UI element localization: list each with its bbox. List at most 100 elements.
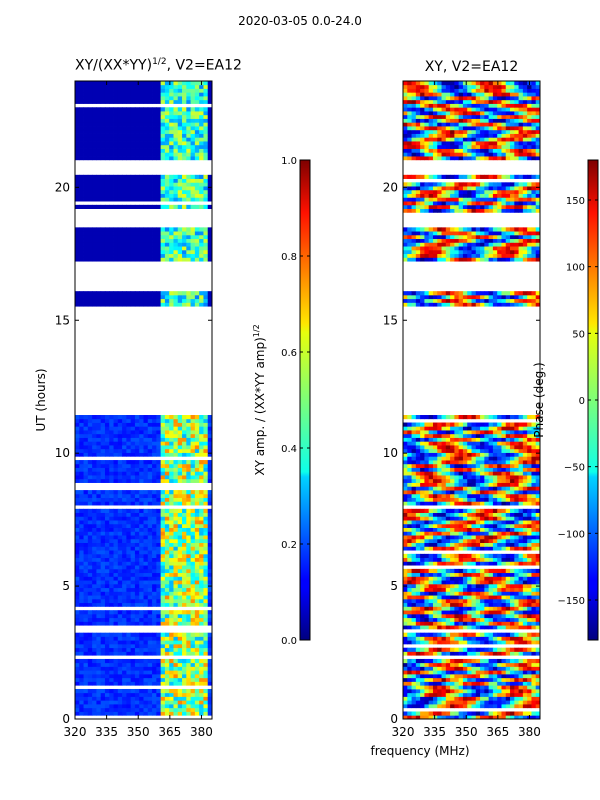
amp-cell bbox=[177, 298, 183, 303]
amp-cell bbox=[87, 126, 93, 131]
phase-cell bbox=[437, 711, 442, 716]
amp-cell bbox=[207, 129, 212, 134]
amp-cell bbox=[83, 490, 89, 495]
phase-cell bbox=[458, 692, 464, 697]
amp-cell bbox=[87, 204, 93, 209]
amp-cell bbox=[96, 493, 102, 498]
amp-cell bbox=[182, 613, 187, 619]
phase-cell bbox=[531, 576, 537, 581]
amp-cell bbox=[109, 610, 114, 615]
phase-cell bbox=[428, 662, 434, 667]
amp-cell bbox=[79, 111, 84, 116]
amp-cell bbox=[122, 302, 127, 307]
amp-cell bbox=[160, 673, 166, 679]
phase-cell bbox=[480, 688, 485, 694]
phase-cell bbox=[492, 595, 498, 600]
phase-cell bbox=[475, 610, 481, 615]
amp-cell bbox=[109, 475, 114, 480]
amp-cell bbox=[130, 677, 136, 682]
amp-cell bbox=[186, 658, 191, 664]
amp-cell bbox=[182, 433, 187, 438]
amp-cell bbox=[152, 565, 157, 570]
amp-cell bbox=[104, 448, 110, 453]
amp-cell bbox=[160, 88, 166, 93]
phase-cell bbox=[471, 572, 477, 577]
amp-cell bbox=[79, 430, 84, 435]
amp-cell bbox=[173, 640, 179, 645]
amp-cell bbox=[164, 673, 170, 679]
amp-cell bbox=[96, 595, 102, 600]
amp-cell bbox=[164, 508, 170, 513]
phase-cell bbox=[505, 670, 511, 675]
amp-cell bbox=[186, 186, 191, 191]
amp-cell bbox=[126, 703, 132, 709]
amp-cell bbox=[164, 189, 170, 194]
phase-cell bbox=[522, 613, 528, 619]
phase-cell bbox=[510, 685, 515, 690]
amp-cell bbox=[164, 647, 170, 652]
amp-cell bbox=[130, 523, 136, 528]
phase-cell bbox=[488, 692, 494, 697]
phase-cell bbox=[467, 538, 472, 544]
amp-cell bbox=[156, 471, 162, 476]
amp-cell bbox=[169, 688, 174, 694]
amp-cell bbox=[92, 531, 97, 536]
amp-cell bbox=[126, 302, 132, 307]
amp-cell bbox=[160, 193, 166, 198]
phase-cell bbox=[480, 621, 485, 626]
amp-cell bbox=[117, 640, 123, 645]
amp-cell bbox=[122, 174, 127, 179]
amp-cell bbox=[199, 92, 204, 97]
amp-cell bbox=[147, 253, 153, 258]
phase-cell bbox=[411, 681, 417, 686]
phase-cell bbox=[505, 662, 511, 667]
amp-cell bbox=[156, 636, 162, 641]
amp-cell bbox=[182, 291, 187, 296]
amp-cell bbox=[147, 129, 153, 134]
amp-cell bbox=[87, 426, 93, 431]
amp-cell bbox=[147, 294, 153, 300]
amp-cell bbox=[164, 238, 170, 243]
amp-cell bbox=[182, 651, 187, 656]
amp-cell bbox=[139, 463, 144, 468]
amp-cell bbox=[122, 538, 127, 544]
amp-cell bbox=[147, 613, 153, 619]
amp-cell bbox=[186, 580, 191, 585]
amp-cell bbox=[147, 501, 153, 506]
amp-cell bbox=[117, 107, 123, 112]
phase-cell bbox=[411, 647, 417, 652]
amp-cell bbox=[122, 602, 127, 607]
amp-cell bbox=[190, 96, 196, 101]
phase-cell bbox=[475, 662, 481, 667]
amp-cell bbox=[109, 302, 114, 307]
amp-cell bbox=[190, 512, 196, 517]
amp-cell bbox=[190, 298, 196, 303]
phase-cell bbox=[415, 700, 421, 705]
amp-cell bbox=[169, 557, 174, 562]
amp-cell bbox=[190, 122, 196, 127]
phase-cell bbox=[505, 640, 511, 645]
amp-cell bbox=[83, 133, 89, 138]
phase-cell bbox=[488, 568, 494, 574]
phase-cell bbox=[403, 595, 408, 600]
amp-cell bbox=[87, 186, 93, 191]
amp-cell bbox=[109, 546, 114, 551]
phase-cell bbox=[407, 538, 412, 544]
amp-cell bbox=[79, 508, 84, 513]
phase-cell bbox=[501, 658, 507, 664]
amp-cell bbox=[126, 591, 132, 596]
amp-cell bbox=[173, 475, 179, 480]
amp-cell bbox=[203, 107, 209, 112]
phase-cell bbox=[480, 700, 485, 705]
amp-cell bbox=[134, 565, 140, 570]
amp-cell bbox=[130, 96, 136, 101]
amp-cell bbox=[203, 249, 209, 255]
phase-cell bbox=[437, 703, 442, 709]
phase-cell bbox=[454, 673, 460, 679]
phase-cell bbox=[527, 572, 532, 577]
amp-cell bbox=[104, 497, 110, 502]
amp-cell bbox=[122, 422, 127, 427]
phase-cell bbox=[424, 553, 430, 559]
amp-cell bbox=[207, 535, 212, 540]
amp-cell bbox=[75, 156, 80, 161]
